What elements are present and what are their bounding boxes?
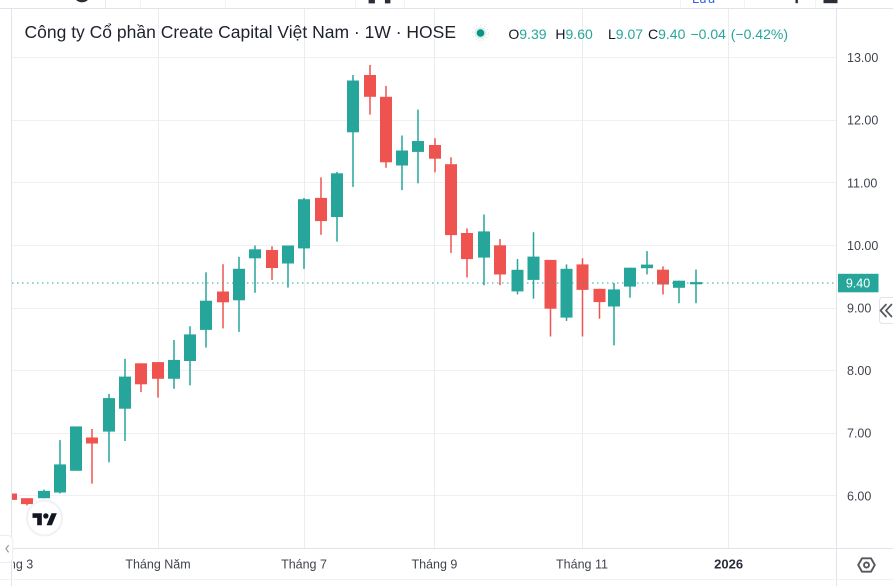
svg-text:12.00: 12.00: [847, 114, 878, 128]
svg-text:Tháng Năm: Tháng Năm: [125, 558, 190, 572]
svg-text:Lưu: Lưu: [692, 0, 715, 6]
svg-text:9.40: 9.40: [846, 276, 870, 290]
svg-text:8.00: 8.00: [847, 364, 871, 378]
svg-text:9.00: 9.00: [847, 302, 871, 316]
svg-text:(−0.42%): (−0.42%): [731, 26, 788, 42]
svg-text:7.00: 7.00: [847, 427, 871, 441]
svg-text:2026: 2026: [714, 557, 743, 572]
svg-text:13.00: 13.00: [847, 51, 878, 65]
svg-text:Tháng 9: Tháng 9: [411, 558, 457, 572]
svg-text:−0.04: −0.04: [691, 26, 727, 42]
svg-text:C9.40: C9.40: [648, 26, 686, 42]
svg-text:Công ty Cổ phần Create Capital: Công ty Cổ phần Create Capital Việt Nam …: [25, 22, 457, 42]
svg-text:Tháng 11: Tháng 11: [556, 558, 608, 572]
svg-text:L9.07: L9.07: [608, 26, 643, 42]
svg-text:Tháng 7: Tháng 7: [281, 558, 327, 572]
svg-text:10.00: 10.00: [847, 239, 878, 253]
svg-text:6.00: 6.00: [847, 489, 871, 503]
svg-text:O9.39: O9.39: [508, 26, 546, 42]
svg-text:11.00: 11.00: [847, 176, 877, 190]
svg-text:Tháng 3: Tháng 3: [0, 558, 33, 572]
svg-text:H9.60: H9.60: [555, 26, 593, 42]
